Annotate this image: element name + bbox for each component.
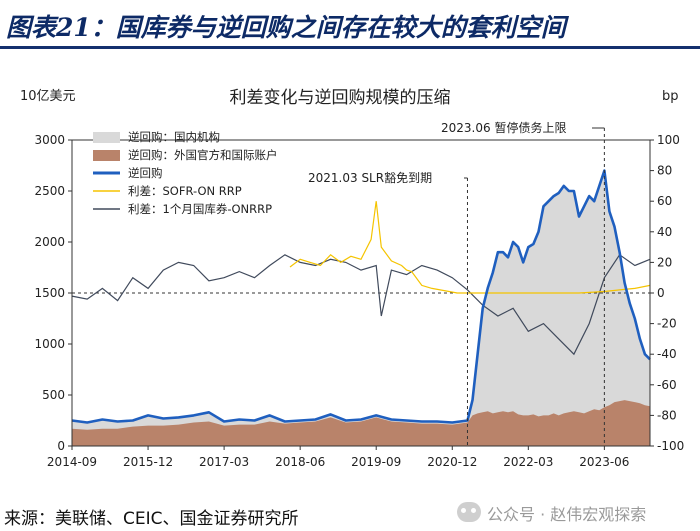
right-tick-label: 20 bbox=[657, 255, 672, 269]
source-note: 来源：美联储、CEIC、国金证券研究所 bbox=[4, 509, 299, 529]
annotation-slr-label: 2021.03 SLR豁免到期 bbox=[308, 170, 432, 185]
chart-canvas: 利差变化与逆回购规模的压缩 10亿美元 bp 05001000150020002… bbox=[20, 88, 684, 469]
left-tick-label: 500 bbox=[42, 388, 65, 402]
title-divider bbox=[0, 46, 700, 49]
legend-swatch bbox=[93, 132, 120, 143]
wechat-icon bbox=[457, 502, 481, 522]
left-tick-label: 2000 bbox=[34, 235, 65, 249]
x-tick-label: 2018-06 bbox=[275, 455, 325, 469]
left-axis-unit: 10亿美元 bbox=[20, 89, 76, 104]
left-tick-label: 1500 bbox=[34, 286, 65, 300]
right-axis-unit: bp bbox=[662, 89, 679, 104]
x-tick-label: 2014-09 bbox=[47, 455, 97, 469]
legend-swatch bbox=[93, 150, 120, 161]
legend-label: 利差：1个月国库券-ONRRP bbox=[128, 202, 272, 216]
right-tick-label: -60 bbox=[657, 378, 677, 392]
left-tick-label: 1000 bbox=[34, 337, 65, 351]
x-tick-label: 2022-03 bbox=[503, 455, 553, 469]
x-tick-label: 2017-03 bbox=[199, 455, 249, 469]
right-tick-label: 100 bbox=[657, 133, 680, 147]
legend-label: 逆回购：外国官方和国际账户 bbox=[128, 148, 278, 162]
right-tick-label: -80 bbox=[657, 408, 677, 422]
annotation-debt-ceiling-label: 2023.06 暂停债务上限 bbox=[441, 120, 566, 135]
line-rrp-total bbox=[71, 169, 651, 424]
x-tick-label: 2015-12 bbox=[123, 455, 173, 469]
line-tbill-onrrp-spread bbox=[71, 253, 651, 356]
left-tick-label: 3000 bbox=[34, 133, 65, 147]
line-sofr-onrrp-spread bbox=[289, 201, 651, 294]
right-tick-label: -100 bbox=[657, 439, 684, 453]
left-tick-label: 0 bbox=[57, 439, 65, 453]
watermark-text: 公众号 · 赵伟宏观探索 bbox=[487, 505, 647, 524]
area-domestic bbox=[72, 170, 650, 446]
right-tick-label: 40 bbox=[657, 225, 672, 239]
chart-title: 利差变化与逆回购规模的压缩 bbox=[230, 88, 451, 108]
watermark: 公众号 · 赵伟宏观探索 bbox=[457, 499, 700, 527]
legend-label: 逆回购：国内机构 bbox=[128, 130, 220, 144]
x-tick-label: 2019-09 bbox=[351, 455, 401, 469]
right-tick-label: -40 bbox=[657, 347, 677, 361]
right-tick-label: 80 bbox=[657, 164, 672, 178]
area-foreign-official bbox=[72, 400, 650, 446]
legend-label: 逆回购 bbox=[128, 166, 163, 180]
figure-title: 图表21：国库券与逆回购之间存在较大的套利空间 bbox=[6, 13, 566, 42]
right-tick-label: 0 bbox=[657, 286, 665, 300]
right-tick-label: 60 bbox=[657, 194, 672, 208]
legend-label: 利差：SOFR-ON RRP bbox=[128, 184, 242, 198]
x-tick-label: 2020-12 bbox=[427, 455, 477, 469]
x-tick-label: 2023-06 bbox=[579, 455, 629, 469]
right-tick-label: -20 bbox=[657, 317, 677, 331]
left-tick-label: 2500 bbox=[34, 184, 65, 198]
